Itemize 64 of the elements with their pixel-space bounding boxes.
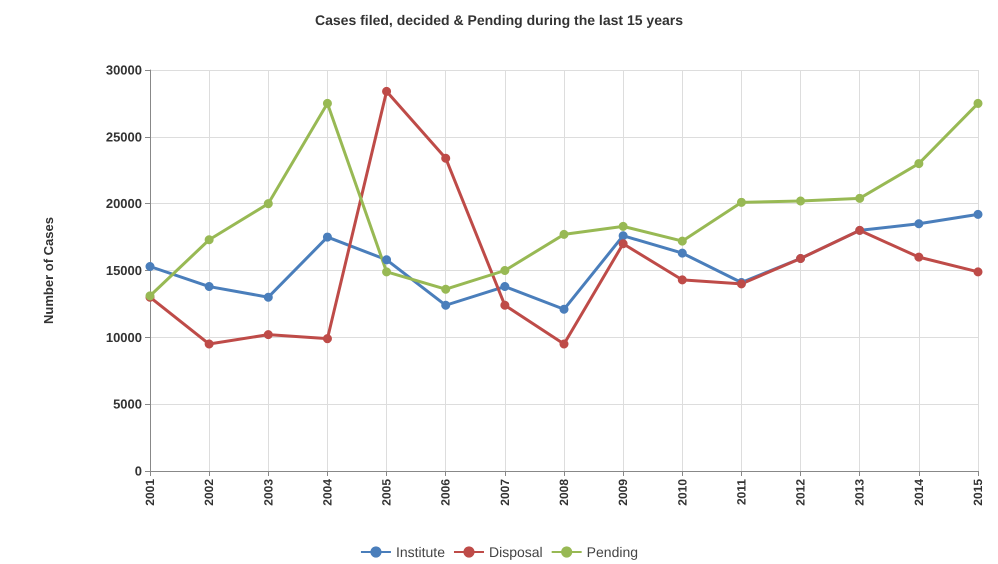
point xyxy=(146,262,154,271)
point xyxy=(914,252,924,262)
point xyxy=(264,199,273,208)
point xyxy=(974,98,982,108)
y-tick-label: 15000 xyxy=(106,263,142,278)
point xyxy=(974,267,982,276)
y-tick-label: 25000 xyxy=(106,129,142,144)
point xyxy=(441,284,450,294)
x-tick-label: 2001 xyxy=(143,478,157,506)
x-tick-label: 2012 xyxy=(794,478,808,506)
point xyxy=(204,340,214,349)
point xyxy=(500,300,510,310)
point xyxy=(678,248,687,258)
point xyxy=(678,236,687,246)
legend-label: Institute xyxy=(396,544,446,560)
y-tick-label: 10000 xyxy=(106,330,142,345)
y-tick-label: 5000 xyxy=(113,396,142,412)
y-tick-label: 30000 xyxy=(106,62,142,78)
point xyxy=(560,230,568,239)
x-tick-label: 2015 xyxy=(971,478,985,506)
point xyxy=(382,255,392,264)
point xyxy=(736,198,746,207)
point xyxy=(441,154,450,163)
point xyxy=(618,231,628,240)
point xyxy=(618,222,628,231)
point xyxy=(974,210,982,219)
legend-label: Disposal xyxy=(488,544,543,560)
point xyxy=(796,196,806,206)
point xyxy=(560,304,568,314)
point xyxy=(560,340,568,349)
point xyxy=(500,282,510,292)
y-tick-label: 0 xyxy=(134,464,142,478)
point xyxy=(204,235,214,244)
y-tick-label: 20000 xyxy=(106,196,142,212)
point xyxy=(204,282,214,292)
x-tick-label: 2011 xyxy=(734,478,748,506)
chart-title: Cases filed, decided & Pending during the last 15 years xyxy=(315,12,684,28)
x-tick-label: 2007 xyxy=(498,478,512,506)
point xyxy=(500,266,510,275)
point xyxy=(914,219,924,228)
point xyxy=(678,275,687,284)
point xyxy=(382,86,392,96)
x-tick-label: 2014 xyxy=(912,478,926,506)
legend-label: Pending xyxy=(586,544,638,560)
point xyxy=(618,239,628,248)
y-axis-title: Number of Cases xyxy=(41,217,56,324)
point xyxy=(382,267,392,276)
point xyxy=(322,232,332,242)
x-tick-label: 2010 xyxy=(675,478,690,506)
point xyxy=(322,334,332,344)
point xyxy=(914,159,924,168)
x-tick-label: 2006 xyxy=(438,478,453,506)
x-tick-label: 2004 xyxy=(320,478,334,506)
x-tick-label: 2013 xyxy=(852,478,867,506)
point xyxy=(264,330,273,340)
x-tick-label: 2009 xyxy=(616,478,630,506)
point xyxy=(441,300,450,310)
x-tick-label: 2005 xyxy=(380,478,394,506)
point xyxy=(322,98,332,108)
x-tick-label: 2003 xyxy=(261,478,276,506)
point xyxy=(264,292,273,302)
point xyxy=(855,194,864,203)
x-tick-label: 2008 xyxy=(557,478,571,506)
x-tick-label: 2002 xyxy=(202,478,216,506)
